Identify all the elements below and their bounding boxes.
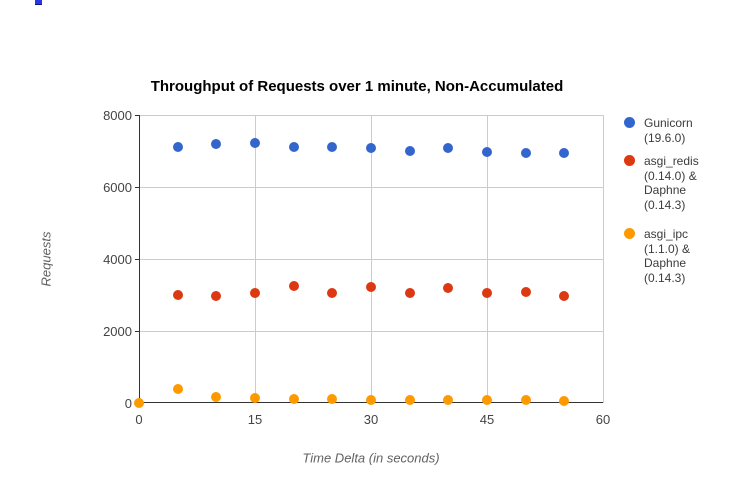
gridline: [603, 115, 604, 403]
data-point: [172, 290, 183, 300]
x-tick-label: 15: [247, 412, 263, 427]
data-point: [366, 394, 376, 405]
data-point: [172, 142, 183, 153]
data-point: [134, 398, 144, 408]
legend-swatch-icon: [624, 155, 635, 166]
y-tick-label: 8000: [103, 108, 132, 123]
data-point: [327, 394, 338, 405]
y-tick-label: 6000: [103, 180, 132, 195]
data-point: [482, 394, 492, 405]
plot-area: [134, 115, 604, 408]
data-point: [482, 287, 492, 298]
data-point: [559, 291, 570, 302]
data-point: [404, 146, 415, 156]
x-axis-title: Time Delta (in seconds): [302, 450, 440, 466]
y-tick-label: 4000: [103, 252, 132, 267]
legend-swatch-icon: [624, 228, 635, 239]
gridline: [255, 115, 256, 403]
blue-marker-artifact: [35, 0, 42, 5]
legend-item: Gunicorn (19.6.0): [624, 116, 736, 145]
gridline: [487, 115, 488, 403]
y-tick-label: 0: [124, 396, 132, 411]
x-tick-label: 30: [363, 412, 379, 427]
y-tick-label: 2000: [103, 324, 132, 339]
data-point: [211, 139, 222, 150]
y-axis-line: [139, 115, 140, 403]
data-point: [288, 394, 299, 405]
data-point: [443, 143, 454, 154]
data-point: [250, 287, 260, 298]
y-tick-mark: [135, 259, 139, 260]
data-point: [366, 143, 376, 154]
y-axis-title: Requests: [38, 231, 54, 287]
data-point: [443, 283, 454, 294]
legend-swatch-icon: [624, 117, 635, 128]
data-point: [520, 287, 531, 298]
chart-title: Throughput of Requests over 1 minute, No…: [150, 78, 564, 95]
data-point: [404, 394, 415, 405]
data-point: [250, 393, 260, 404]
y-tick-mark: [135, 331, 139, 332]
data-point: [327, 142, 338, 153]
data-point: [559, 148, 570, 159]
y-tick-mark: [135, 115, 139, 116]
legend-label: asgi_redis (0.14.0) & Daphne (0.14.3): [644, 154, 699, 212]
legend-item: asgi_redis (0.14.0) & Daphne (0.14.3): [624, 154, 736, 212]
data-point: [443, 394, 454, 405]
legend-item: asgi_ipc (1.1.0) & Daphne (0.14.3): [624, 227, 736, 285]
data-point: [559, 395, 570, 406]
x-tick-label: 60: [595, 412, 611, 427]
data-point: [520, 395, 531, 406]
legend-label: asgi_ipc (1.1.0) & Daphne (0.14.3): [644, 227, 691, 285]
data-point: [404, 287, 415, 298]
x-tick-label: 0: [135, 412, 143, 427]
data-point: [288, 142, 299, 153]
data-point: [327, 287, 338, 298]
data-point: [520, 147, 531, 158]
data-point: [172, 384, 183, 395]
y-tick-mark: [135, 187, 139, 188]
x-tick-label: 45: [479, 412, 495, 427]
legend: Gunicorn (19.6.0) asgi_redis (0.14.0) & D…: [624, 116, 736, 294]
data-point: [482, 147, 492, 158]
data-point: [366, 282, 376, 293]
legend-label: Gunicorn (19.6.0): [644, 116, 693, 145]
gridline: [371, 115, 372, 403]
data-point: [250, 138, 260, 149]
data-point: [211, 291, 222, 302]
data-point: [288, 281, 299, 291]
data-point: [211, 391, 222, 402]
